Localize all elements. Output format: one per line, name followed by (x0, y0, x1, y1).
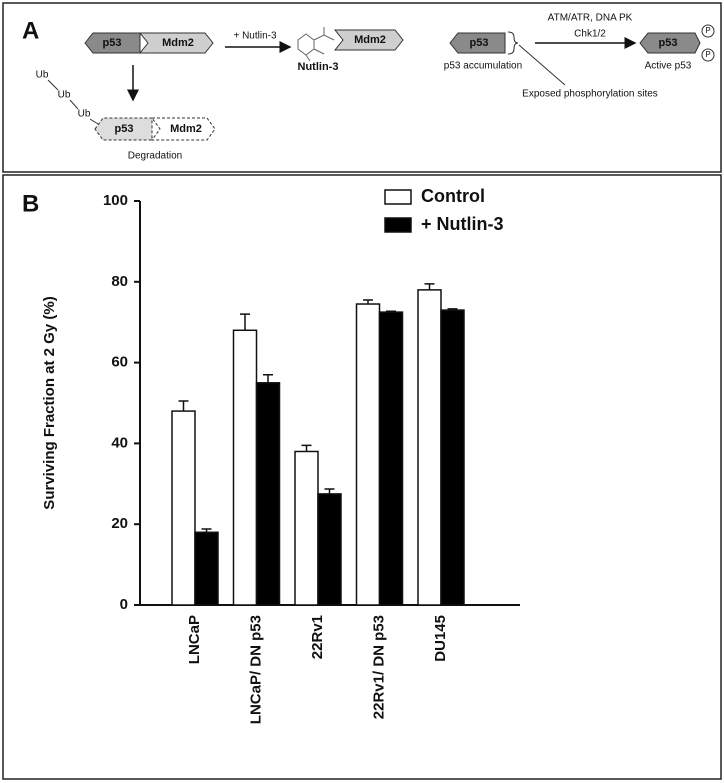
bar (194, 531, 219, 606)
error-bar (263, 373, 273, 383)
nutlin-text: + Nutlin-3 (233, 31, 277, 42)
bar (417, 289, 442, 606)
phospho-circle (701, 24, 715, 38)
p53-label: p53 (470, 37, 489, 49)
bar (355, 303, 381, 606)
legend-swatch (384, 217, 412, 233)
p53-shape (449, 32, 506, 54)
legend-swatch (384, 189, 412, 205)
p53-label: p53 (659, 37, 678, 49)
active-p53: Active p53 (645, 61, 692, 72)
kinases: ATM/ATR, DNA PK (548, 13, 633, 24)
ub: Ub (36, 70, 49, 81)
y-tick-label: 100 (103, 192, 128, 209)
x-tick-label: 22Rv1 (309, 615, 326, 659)
nutlin-name: Nutlin-3 (298, 61, 339, 73)
bar (294, 450, 319, 606)
mdm2-shape (333, 29, 404, 51)
p53-shape (639, 32, 701, 54)
mdm2-label: Mdm2 (162, 37, 194, 49)
ub: Ub (58, 90, 71, 101)
bar (255, 382, 281, 606)
phospho: P (705, 50, 710, 59)
p53-label: p53 (115, 123, 134, 135)
bar (232, 329, 258, 606)
nutlin-molecule (297, 27, 335, 62)
mdm2-label: Mdm2 (170, 123, 202, 135)
error-bar (324, 488, 335, 494)
panel-a-frame (2, 2, 722, 173)
y-axis-label: Surviving Fraction at 2 Gy (%) (41, 296, 58, 509)
phospho: P (705, 26, 710, 35)
exposed-sites: Exposed phosphorylation sites (522, 89, 658, 100)
error-bar (178, 400, 189, 412)
p53-shape (84, 32, 141, 54)
x-tick-label: LNCaP/ DN p53 (247, 615, 264, 724)
mdm2-shape (151, 117, 216, 141)
y-tick-label: 0 (120, 596, 128, 613)
pointer (518, 44, 566, 86)
y-tick-label: 60 (111, 354, 128, 371)
x-tick-label: LNCaP (186, 615, 203, 664)
y-tick-label: 80 (111, 273, 128, 290)
ub: Ub (78, 109, 91, 120)
bar (171, 410, 196, 606)
mdm2-shape (138, 32, 214, 54)
legend-label: + Nutlin-3 (421, 214, 504, 234)
bar (378, 311, 404, 606)
chart: 0 20 40 60 80 100 LNCaP LNCaP/ DN p53 22Rv1 22Rv1… (103, 186, 520, 724)
legend-label: Control (421, 186, 485, 206)
y-tick-label: 20 (111, 515, 128, 532)
mdm2-label: Mdm2 (354, 34, 386, 46)
error-bar (301, 444, 312, 452)
panel-label: B (22, 190, 39, 217)
error-bar (240, 313, 250, 331)
degradation: Degradation (128, 151, 182, 162)
phospho-circle (701, 48, 715, 62)
brace (507, 31, 519, 55)
y-tick-label: 40 (111, 434, 128, 451)
p53-accumulation: p53 accumulation (444, 61, 522, 72)
chk: Chk1/2 (574, 29, 606, 40)
bar (317, 493, 342, 606)
error-bar (424, 283, 435, 290)
panel-label: A (22, 17, 39, 44)
x-tick-label: DU145 (432, 615, 449, 662)
bar (440, 309, 465, 606)
panel-b-frame (2, 174, 722, 780)
x-tick-label: 22Rv1/ DN p53 (370, 615, 387, 719)
ub-chain (47, 79, 99, 125)
p53-shape (94, 117, 153, 141)
p53-label: p53 (103, 37, 122, 49)
